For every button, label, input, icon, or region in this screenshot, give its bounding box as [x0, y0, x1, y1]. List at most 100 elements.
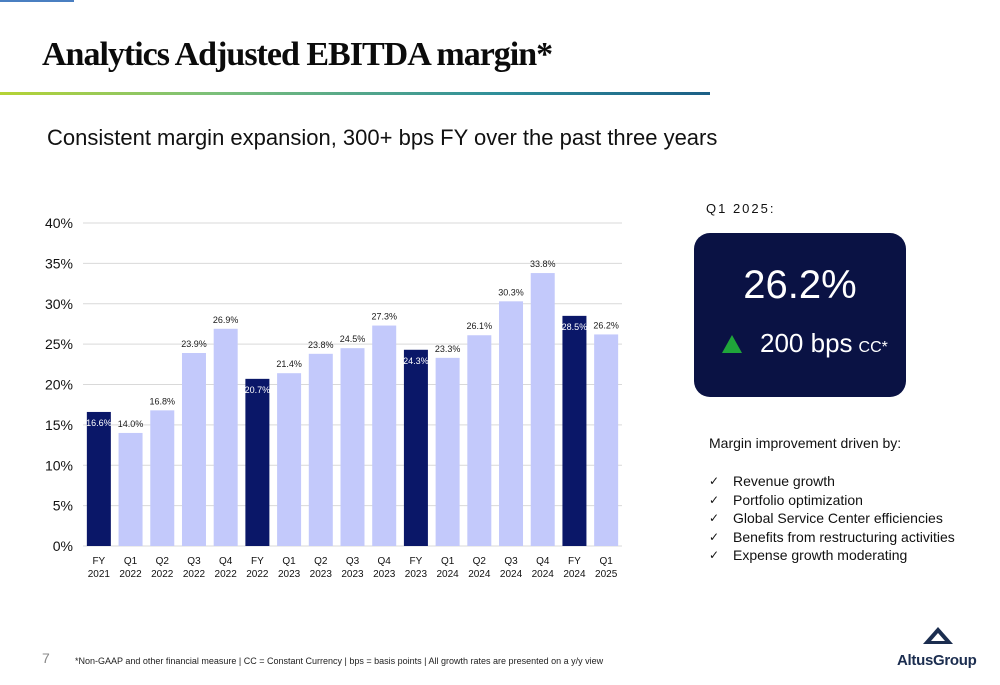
x-tick-label: Q4: [219, 556, 233, 567]
chart-bars: [86, 273, 619, 546]
x-tick-label: Q1: [441, 556, 455, 567]
x-tick-label: 2023: [405, 569, 428, 580]
bar-data-label: 16.8%: [149, 396, 175, 406]
x-tick-label: 2024: [500, 569, 523, 580]
bar-fy: [403, 349, 428, 546]
x-tick-label: Q2: [314, 556, 328, 567]
kpi-period-label: Q1 2025:: [706, 201, 776, 216]
x-tick-label: 2024: [436, 569, 459, 580]
bar-data-label: 24.3%: [403, 356, 429, 366]
kpi-margin-value: 26.2%: [743, 263, 857, 307]
x-tick-label: 2023: [310, 569, 333, 580]
list-item: ✓ Portfolio optimization: [709, 491, 955, 510]
bar-quarter: [499, 301, 524, 546]
bar-data-label: 26.2%: [593, 320, 619, 330]
x-tick-label: Q1: [599, 556, 613, 567]
kpi-card: 26.2% 200 bps CC*: [694, 233, 906, 397]
bar-quarter: [594, 334, 619, 546]
kpi-change-row: 200 bps CC*: [722, 328, 888, 359]
x-tick-label: Q3: [187, 556, 201, 567]
drivers-heading: Margin improvement driven by:: [709, 435, 902, 451]
y-tick-label: 20%: [45, 377, 73, 393]
page-number: 7: [42, 650, 50, 666]
bar-fy: [86, 411, 111, 546]
page-subtitle: Consistent margin expansion, 300+ bps FY…: [47, 125, 718, 150]
bar-data-label: 23.9%: [181, 339, 207, 349]
y-tick-label: 25%: [45, 336, 73, 352]
bar-data-label: 30.3%: [498, 287, 524, 297]
bar-data-label: 26.1%: [467, 321, 493, 331]
bar-quarter: [435, 357, 460, 546]
list-item: ✓ Expense growth moderating: [709, 546, 955, 565]
drivers-list: ✓ Revenue growth ✓ Portfolio optimization …: [709, 472, 955, 565]
bar-data-label: 23.8%: [308, 340, 334, 350]
x-tick-label: 2023: [341, 569, 364, 580]
check-icon: ✓: [709, 548, 720, 562]
x-tick-label: 2025: [595, 569, 618, 580]
bar-data-label: 21.4%: [276, 359, 302, 369]
bar-data-label: 16.6%: [86, 418, 112, 428]
bar-quarter: [150, 410, 175, 546]
altus-mountain-icon: [923, 627, 953, 644]
top-accent-bar: [0, 0, 74, 2]
bar-data-label: 24.5%: [340, 334, 366, 344]
x-tick-label: FY: [251, 556, 264, 567]
kpi-change-unit: CC*: [858, 338, 888, 356]
x-tick-label: 2022: [119, 569, 142, 580]
list-item: ✓ Global Service Center efficiencies: [709, 509, 955, 528]
chart-data-labels: 16.6% 14.0% 16.8% 23.9% 26.9% 20.7% 21.4% 23.8%…: [86, 259, 619, 429]
x-tick-label: Q4: [378, 556, 392, 567]
check-icon: ✓: [709, 474, 720, 488]
check-icon: ✓: [709, 529, 720, 544]
bar-quarter: [118, 432, 143, 546]
x-tick-label: 2021: [88, 569, 111, 580]
x-tick-label: Q4: [536, 556, 550, 567]
list-item: ✓ Benefits from restructuring activities: [709, 528, 955, 547]
bar-quarter: [277, 373, 302, 546]
x-tick-label: Q2: [473, 556, 487, 567]
footnote: *Non-GAAP and other financial measure | …: [75, 656, 604, 666]
y-tick-label: 5%: [53, 498, 73, 514]
bar-data-label: 26.9%: [213, 315, 239, 325]
bar-quarter: [372, 325, 397, 546]
chart-x-axis: FY 2021 Q1 2022 Q2 2022 Q3 2022 Q4 2022 FY 2022 Q1 20…: [88, 556, 618, 580]
x-tick-label: FY: [410, 556, 423, 567]
bar-quarter: [308, 353, 333, 546]
page-title: Analytics Adjusted EBITDA margin*: [42, 36, 553, 73]
bar-data-label: 28.5%: [562, 322, 588, 332]
x-tick-label: Q3: [504, 556, 518, 567]
check-icon: ✓: [709, 492, 720, 507]
driver-text: Portfolio optimization: [733, 491, 863, 508]
bar-quarter: [340, 348, 365, 546]
x-tick-label: 2022: [183, 569, 206, 580]
y-tick-label: 35%: [45, 255, 73, 271]
x-tick-label: Q2: [156, 556, 170, 567]
x-tick-label: FY: [92, 556, 105, 567]
driver-text: Revenue growth: [733, 473, 835, 489]
x-tick-label: 2022: [215, 569, 238, 580]
x-tick-label: 2024: [563, 569, 586, 580]
bar-quarter: [213, 328, 238, 546]
driver-text: Expense growth moderating: [733, 547, 908, 563]
bar-quarter: [467, 335, 492, 546]
x-tick-label: 2023: [373, 569, 396, 580]
x-tick-label: 2022: [246, 569, 269, 580]
title-divider: [0, 92, 710, 95]
y-tick-label: 0%: [53, 538, 73, 554]
x-tick-label: 2024: [468, 569, 491, 580]
kpi-change-value: 200 bps: [760, 328, 853, 358]
list-item: ✓ Revenue growth: [709, 472, 955, 491]
bar-data-label: 23.3%: [435, 344, 461, 354]
x-tick-label: 2023: [278, 569, 301, 580]
x-tick-label: Q1: [282, 556, 296, 567]
company-logo: AltusGroup: [897, 627, 979, 669]
logo-wordmark: AltusGroup: [897, 652, 977, 669]
x-tick-label: 2024: [532, 569, 555, 580]
chart-y-axis: 0% 5% 10% 15% 20% 25% 30% 35% 40%: [45, 215, 73, 554]
bar-data-label: 27.3%: [371, 312, 397, 322]
y-tick-label: 10%: [45, 457, 73, 473]
check-icon: ✓: [709, 511, 720, 525]
x-tick-label: 2022: [151, 569, 174, 580]
bar-fy: [245, 378, 270, 546]
bar-quarter: [530, 273, 555, 546]
